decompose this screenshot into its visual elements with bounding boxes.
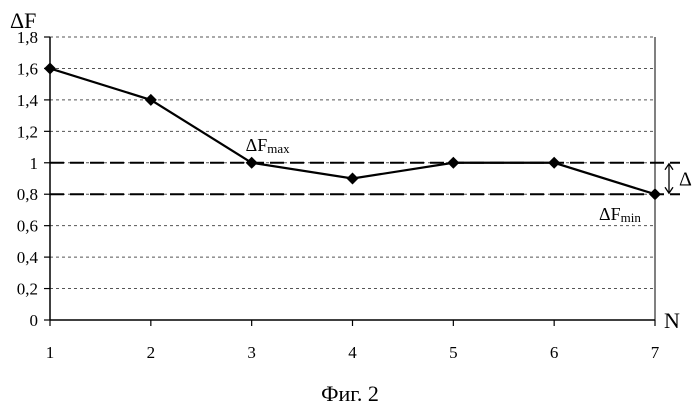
y-tick-label: 0,8 xyxy=(17,185,38,204)
data-point-marker xyxy=(649,188,661,200)
delta-f-max-subscript: max xyxy=(267,141,290,156)
data-point-marker xyxy=(44,62,56,74)
x-tick-label: 2 xyxy=(147,343,156,362)
delta-f-max-label: ΔFmax xyxy=(246,135,290,156)
y-tick-label: 1 xyxy=(30,154,39,173)
delta-f-min-subscript: min xyxy=(621,210,642,225)
reference-lines xyxy=(50,163,680,194)
data-point-marker xyxy=(347,173,359,185)
line-chart: 00,20,40,60,811,21,41,61,81234567 ΔFmaxΔ… xyxy=(0,0,700,380)
y-tick-label: 0,4 xyxy=(17,248,39,267)
x-tick-label: 7 xyxy=(651,343,660,362)
x-tick-label: 5 xyxy=(449,343,458,362)
y-axis-label: ΔF xyxy=(10,8,36,33)
annotations: ΔFmaxΔFminΔ xyxy=(246,135,692,225)
delta-f-min-label: ΔFmin xyxy=(599,204,641,225)
y-tick-label: 1,4 xyxy=(17,91,39,110)
data-point-marker xyxy=(548,157,560,169)
data-point-marker xyxy=(447,157,459,169)
x-tick-label: 6 xyxy=(550,343,559,362)
x-tick-label: 3 xyxy=(247,343,256,362)
x-tick-label: 1 xyxy=(46,343,55,362)
figure-caption: Фиг. 2 xyxy=(0,381,700,407)
delta-f-max-base: ΔF xyxy=(246,135,268,155)
y-tick-label: 1,2 xyxy=(17,122,38,141)
x-axis-label: N xyxy=(664,308,680,333)
delta-f-min-base: ΔF xyxy=(599,204,621,224)
y-tick-label: 1,6 xyxy=(17,59,38,78)
delta-label: Δ xyxy=(679,169,692,191)
y-tick-label: 0 xyxy=(30,311,39,330)
data-point-marker xyxy=(145,94,157,106)
data-point-marker xyxy=(246,157,258,169)
x-tick-label: 4 xyxy=(348,343,357,362)
y-tick-label: 0,2 xyxy=(17,280,38,299)
y-tick-label: 0,6 xyxy=(17,217,38,236)
